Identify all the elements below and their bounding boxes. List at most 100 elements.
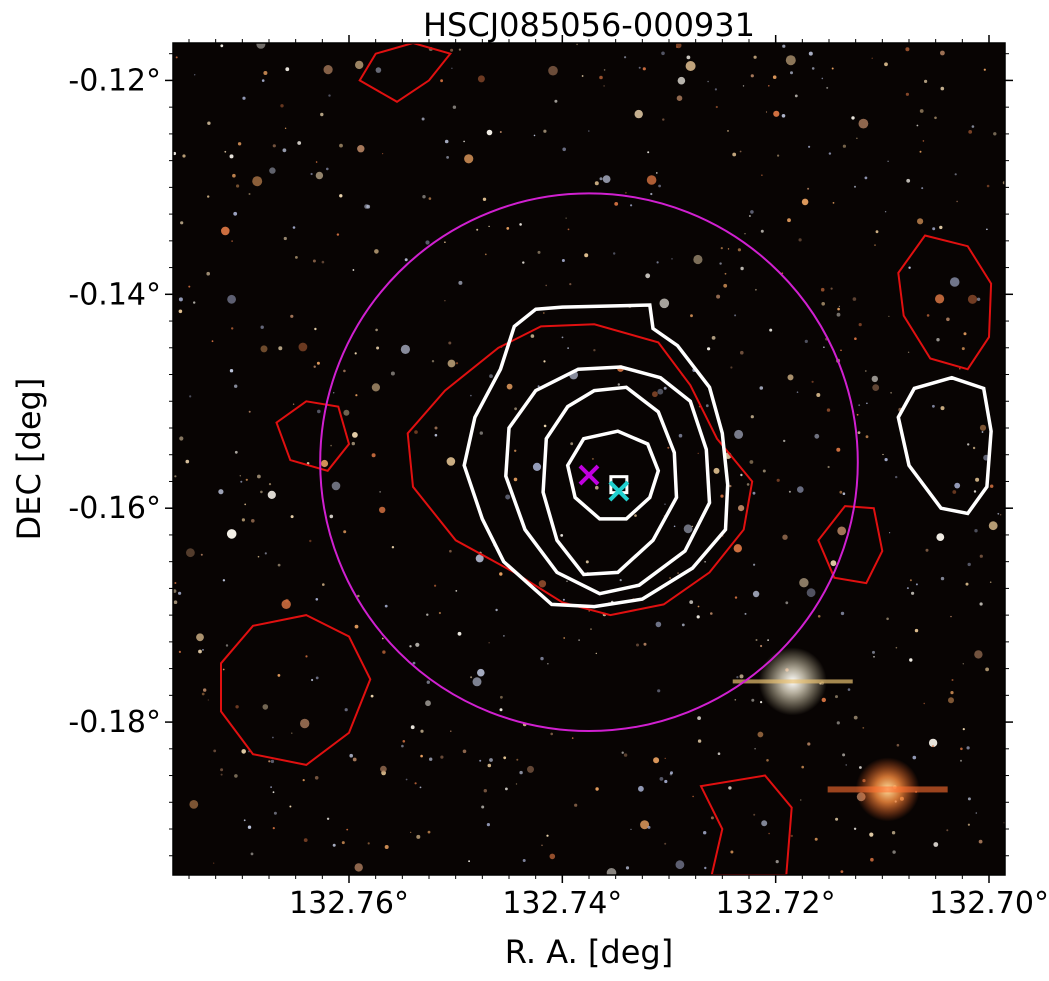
sky-source [222, 668, 225, 671]
sky-source [548, 65, 558, 76]
sky-source [415, 642, 420, 647]
sky-source [707, 347, 711, 351]
sky-source [309, 539, 312, 543]
sky-source [506, 227, 510, 230]
sky-source [781, 114, 786, 118]
sky-source [858, 404, 861, 407]
sky-source [312, 259, 316, 263]
sky-source [733, 544, 742, 553]
sky-source [339, 143, 343, 148]
sky-source [514, 449, 517, 452]
sky-source [940, 86, 945, 91]
sky-source [730, 366, 733, 369]
sky-source [659, 777, 664, 781]
sky-source [755, 288, 757, 291]
sky-source [983, 68, 986, 71]
sky-source [444, 139, 449, 144]
sky-source [379, 506, 386, 514]
sky-source [422, 195, 426, 199]
sky-source [486, 129, 493, 136]
sky-source [277, 674, 281, 677]
red-contour [817, 505, 884, 585]
sky-source [730, 850, 734, 854]
sky-source [449, 549, 452, 553]
sky-source [354, 863, 363, 872]
sky-source [962, 663, 964, 665]
sky-source [540, 656, 544, 661]
sky-source [440, 755, 444, 759]
sky-source [305, 655, 308, 658]
sky-source [289, 805, 292, 808]
sky-source [974, 529, 978, 533]
sky-source [543, 129, 547, 133]
sky-source [245, 478, 248, 481]
sky-source [541, 844, 543, 847]
sky-source [734, 314, 737, 317]
sky-source [427, 830, 431, 834]
sky-source [807, 742, 811, 746]
sky-source [989, 581, 992, 583]
sky-source [740, 473, 743, 477]
sky-source [284, 127, 287, 129]
sky-source [932, 404, 935, 408]
sky-source [754, 747, 756, 750]
sky-source [647, 151, 650, 154]
sky-source [236, 184, 240, 188]
sky-source [416, 834, 421, 839]
sky-source [354, 624, 359, 629]
sky-source [842, 753, 846, 757]
sky-source [595, 787, 599, 791]
red-contour [275, 400, 351, 472]
sky-source [858, 118, 869, 129]
sky-source [911, 591, 915, 595]
sky-source [331, 481, 341, 491]
sky-source [550, 732, 553, 736]
sky-source [367, 842, 370, 845]
sky-source [352, 757, 357, 762]
sky-source [482, 197, 487, 201]
sky-source [506, 383, 513, 390]
sky-source [645, 273, 651, 279]
sky-source [814, 433, 820, 439]
sky-source [450, 730, 452, 732]
sky-source [800, 799, 802, 801]
sky-source [400, 344, 410, 354]
sky-source [697, 716, 701, 720]
sky-source [391, 546, 395, 549]
sky-source [974, 650, 983, 659]
sky-source [734, 596, 738, 599]
sky-source [303, 838, 308, 842]
sky-source [790, 71, 793, 75]
sky-source [924, 79, 928, 83]
sky-source [355, 60, 364, 70]
sky-source [657, 388, 664, 395]
sky-source [438, 611, 441, 615]
sky-source [241, 749, 246, 754]
sky-source [588, 130, 590, 132]
sky-source [194, 74, 196, 76]
sky-source [420, 754, 423, 758]
sky-source [220, 773, 223, 776]
sky-source [808, 51, 813, 56]
sky-source [840, 611, 845, 616]
sky-source [950, 691, 954, 695]
sky-source [316, 361, 320, 365]
sky-source [630, 828, 632, 831]
sky-source [842, 492, 846, 496]
white-contour [462, 303, 730, 609]
sky-source [905, 92, 910, 96]
sky-source [681, 623, 685, 627]
sky-source [776, 478, 780, 482]
sky-source [740, 350, 744, 355]
sky-source [375, 328, 378, 332]
sky-source [821, 302, 825, 306]
sky-source [837, 526, 847, 536]
sky-source [742, 85, 745, 87]
sky-source [352, 269, 355, 271]
sky-source [869, 832, 874, 837]
sky-source [884, 62, 888, 67]
sky-source [505, 494, 511, 500]
sky-source [882, 453, 884, 456]
sky-source [669, 577, 671, 579]
sky-source [907, 351, 910, 353]
